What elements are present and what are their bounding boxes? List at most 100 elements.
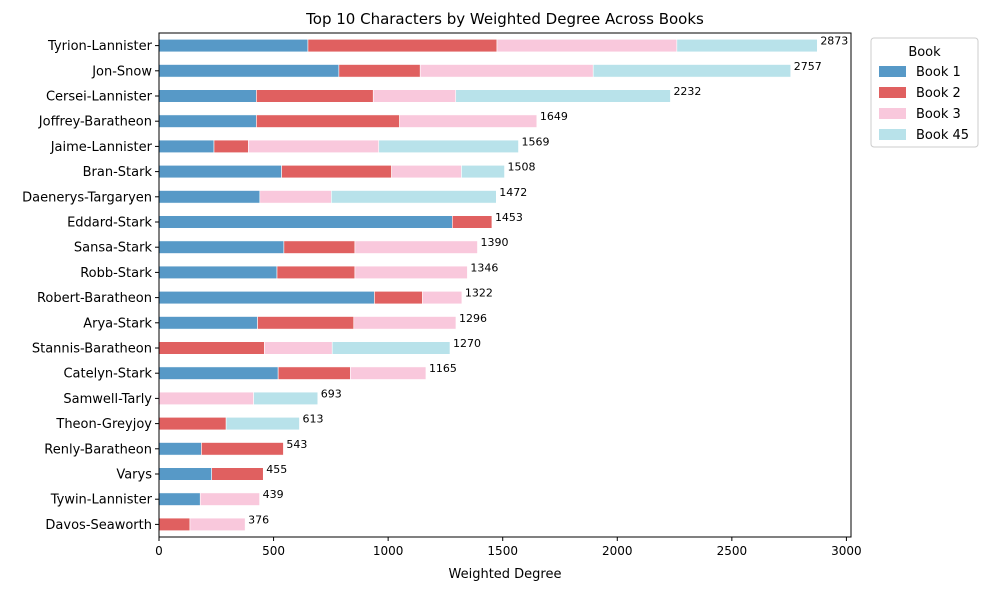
bar-segment (264, 341, 333, 355)
total-labels: 2873 2757 2232 1649 1569 1508 1472 1453 1390 1346… (248, 35, 848, 527)
total-label: 1296 (459, 312, 487, 325)
bar-segment (158, 517, 191, 531)
bar-segment (354, 240, 478, 254)
bar-segment (158, 38, 309, 53)
y-tick-label: Arya-Stark (83, 316, 152, 331)
bar-segment (461, 165, 505, 179)
bar-segment (281, 165, 392, 179)
bar-segment (199, 492, 260, 506)
y-tick-label: Jaime-Lannister (50, 140, 153, 155)
x-tick-label: 500 (262, 544, 285, 558)
x-axis-label: Weighted Degree (449, 567, 562, 582)
x-tick-label: 0 (155, 544, 163, 558)
total-label: 1346 (470, 261, 498, 274)
total-label: 1165 (429, 362, 457, 375)
bar-segment (213, 139, 249, 154)
bar-segment (158, 215, 453, 229)
total-label: 543 (286, 438, 307, 451)
total-label: 1390 (481, 236, 509, 249)
legend-swatch (879, 129, 906, 140)
bar-segment (158, 366, 279, 380)
bar-segment (257, 316, 355, 330)
x-axis: 0 500 1000 1500 2000 2500 3000 (155, 537, 862, 558)
y-tick-label: Davos-Seaworth (45, 518, 152, 533)
bar-segment (201, 442, 284, 456)
y-tick-label: Varys (116, 468, 152, 483)
x-tick-label: 2000 (602, 544, 633, 558)
bars-layer (158, 38, 818, 531)
bar-segment (158, 139, 215, 154)
total-label: 1322 (465, 287, 493, 300)
total-label: 1508 (508, 161, 536, 174)
bar-segment (338, 64, 421, 78)
bar-segment (158, 165, 282, 179)
bar-segment (211, 467, 264, 481)
bar-segment (378, 139, 519, 154)
total-label: 376 (248, 513, 269, 526)
bar-segment (307, 38, 498, 53)
bar-segment (158, 467, 213, 481)
total-label: 439 (263, 488, 284, 501)
bar-segment (496, 38, 678, 53)
x-tick-label: 1500 (487, 544, 518, 558)
total-label: 1472 (499, 186, 527, 199)
bar-segment (451, 215, 493, 229)
y-tick-label: Robert-Baratheon (37, 291, 152, 306)
bar-segment (158, 265, 278, 280)
total-label: 455 (266, 463, 287, 476)
bar-segment (283, 240, 356, 254)
total-label: 2232 (673, 85, 701, 98)
bar-segment (331, 190, 497, 204)
bar-segment (158, 442, 202, 456)
y-tick-label: Eddard-Stark (67, 216, 152, 231)
y-tick-label: Stannis-Baratheon (32, 342, 152, 357)
bar-segment (158, 416, 227, 431)
total-label: 1649 (540, 110, 568, 123)
y-tick-label: Sansa-Stark (74, 241, 153, 256)
y-tick-label: Jon-Snow (91, 64, 152, 79)
x-tick-label: 2500 (717, 544, 748, 558)
y-tick-label: Renly-Baratheon (44, 442, 152, 457)
chart-title: Top 10 Characters by Weighted Degree Acr… (305, 10, 704, 28)
bar-segment (158, 391, 254, 406)
legend: Book Book 1 Book 2 Book 3 Book 45 (870, 37, 979, 148)
legend-title: Book (908, 45, 941, 60)
bar-segment (158, 114, 257, 128)
bar-segment (158, 240, 285, 254)
bar-segment (277, 366, 351, 380)
x-tick-label: 3000 (831, 544, 862, 558)
bar-segment (592, 64, 792, 78)
bar-segment (256, 89, 374, 103)
total-label: 613 (302, 413, 323, 426)
bar-segment (419, 64, 594, 78)
legend-swatch (879, 66, 906, 77)
bar-segment (354, 265, 468, 280)
y-tick-label: Robb-Stark (80, 266, 152, 281)
bar-segment (158, 190, 261, 204)
bar-segment (331, 341, 451, 355)
bar-segment (259, 190, 332, 204)
bar-segment (399, 114, 538, 128)
bar-segment (158, 290, 375, 305)
legend-label: Book 2 (916, 86, 961, 101)
bar-segment (158, 89, 257, 103)
y-tick-label: Tywin-Lannister (50, 493, 153, 508)
bar-segment (158, 64, 340, 78)
bar-segment (256, 114, 400, 128)
bar-segment (225, 416, 300, 431)
total-label: 693 (321, 387, 342, 400)
y-tick-label: Theon-Greyjoy (55, 417, 152, 432)
bar-segment (422, 290, 463, 305)
total-label: 1569 (522, 135, 550, 148)
y-axis: Tyrion-Lannister Jon-Snow Cersei-Lannister… (22, 39, 159, 533)
y-tick-label: Cersei-Lannister (46, 90, 153, 105)
total-label: 2873 (820, 35, 848, 48)
bar-segment (189, 517, 246, 531)
bar-segment (374, 290, 423, 305)
bar-segment (455, 89, 671, 103)
y-tick-label: Bran-Stark (83, 165, 153, 180)
bar-segment (391, 165, 462, 179)
x-tick-label: 1000 (373, 544, 404, 558)
total-label: 2757 (794, 60, 822, 73)
legend-swatch (879, 87, 906, 98)
